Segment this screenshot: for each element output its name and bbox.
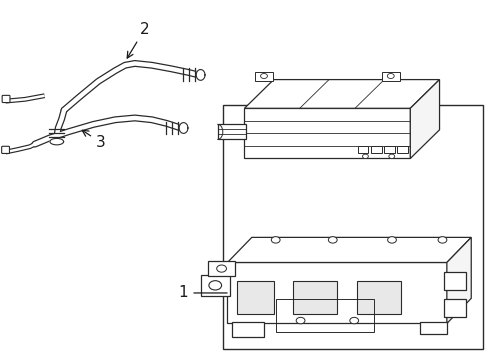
Polygon shape bbox=[244, 80, 439, 108]
FancyBboxPatch shape bbox=[370, 147, 381, 153]
FancyBboxPatch shape bbox=[1, 146, 9, 153]
Polygon shape bbox=[227, 237, 470, 262]
Circle shape bbox=[387, 237, 396, 243]
FancyBboxPatch shape bbox=[444, 299, 466, 318]
FancyBboxPatch shape bbox=[232, 322, 264, 337]
FancyBboxPatch shape bbox=[293, 281, 336, 314]
Polygon shape bbox=[50, 138, 63, 145]
FancyBboxPatch shape bbox=[237, 281, 273, 314]
Circle shape bbox=[260, 73, 267, 78]
FancyBboxPatch shape bbox=[255, 72, 272, 81]
FancyBboxPatch shape bbox=[244, 108, 409, 158]
FancyBboxPatch shape bbox=[2, 95, 10, 103]
Polygon shape bbox=[196, 69, 204, 80]
FancyBboxPatch shape bbox=[444, 272, 466, 290]
Circle shape bbox=[388, 154, 394, 158]
FancyBboxPatch shape bbox=[357, 147, 367, 153]
Text: 3: 3 bbox=[82, 130, 105, 150]
FancyBboxPatch shape bbox=[419, 322, 446, 334]
Circle shape bbox=[362, 154, 367, 158]
FancyBboxPatch shape bbox=[207, 261, 234, 276]
Circle shape bbox=[296, 318, 305, 324]
FancyBboxPatch shape bbox=[396, 147, 407, 153]
Text: 1: 1 bbox=[179, 285, 226, 301]
FancyBboxPatch shape bbox=[383, 147, 394, 153]
Circle shape bbox=[271, 237, 280, 243]
Polygon shape bbox=[179, 123, 187, 133]
Circle shape bbox=[208, 281, 221, 290]
FancyBboxPatch shape bbox=[356, 281, 400, 314]
Polygon shape bbox=[446, 237, 470, 323]
FancyBboxPatch shape bbox=[381, 72, 399, 81]
Circle shape bbox=[216, 265, 226, 272]
FancyBboxPatch shape bbox=[227, 262, 446, 323]
Text: 2: 2 bbox=[127, 22, 149, 58]
Circle shape bbox=[349, 318, 358, 324]
Circle shape bbox=[437, 237, 446, 243]
FancyBboxPatch shape bbox=[217, 124, 245, 139]
Circle shape bbox=[386, 73, 393, 78]
Circle shape bbox=[328, 237, 336, 243]
FancyBboxPatch shape bbox=[200, 275, 229, 296]
FancyBboxPatch shape bbox=[222, 105, 483, 348]
Polygon shape bbox=[409, 80, 439, 158]
